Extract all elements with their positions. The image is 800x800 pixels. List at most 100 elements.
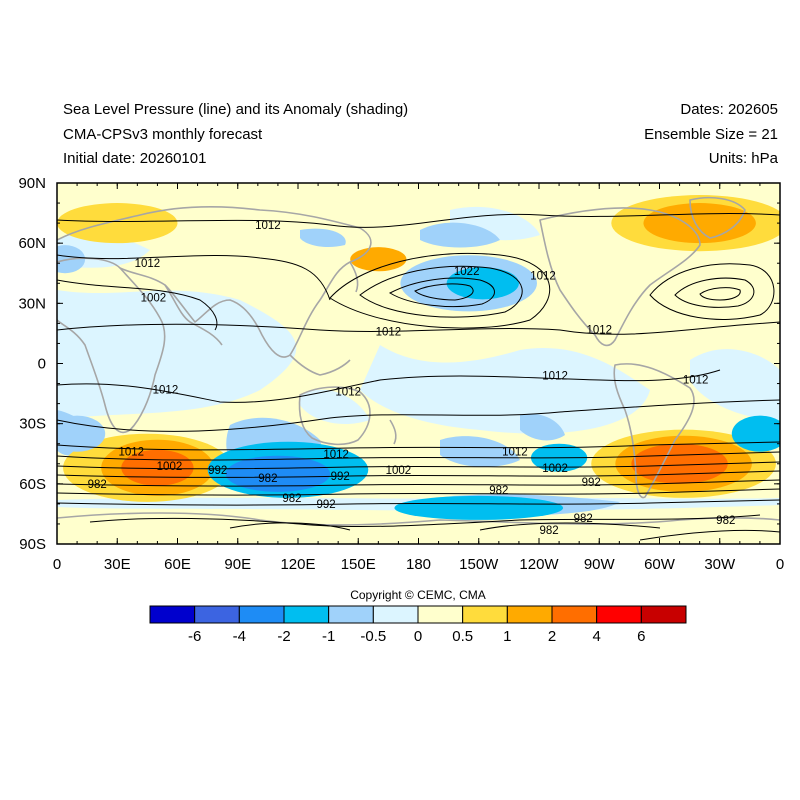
negative-anomaly-region: [394, 495, 564, 520]
contour-label: 1012: [255, 220, 281, 232]
coastline-arabia-india: [164, 284, 223, 346]
colorbar-label: 6: [637, 628, 645, 645]
anomaly-shading-features: [57, 195, 780, 520]
longitude-label: 90E: [224, 556, 251, 573]
contour-label: 982: [574, 513, 593, 525]
contour-label: 992: [208, 465, 227, 477]
contour-label: 1002: [542, 463, 568, 475]
contour-label: 982: [489, 485, 508, 497]
latitude-label: 0: [38, 356, 46, 373]
longitude-labels: 0 30E 60E 90E 120E 150E 180 150W 120W 90W 60W 30W 0: [53, 556, 784, 573]
coastline-south-america: [613, 363, 695, 499]
map-title: Sea Level Pressure (line) and its Anomal…: [63, 101, 409, 118]
model-name: CMA-CPSv3 monthly forecast: [63, 126, 263, 143]
colorbar-swatch: [640, 605, 687, 624]
contour-line: [57, 254, 331, 301]
contour-label: 992: [331, 471, 350, 483]
map-plot-area: 1012 1012 1002 1022 1012 1012 1012 1012 1012 1012…: [57, 183, 780, 544]
contour-line: [57, 441, 780, 451]
latitude-label: 60N: [18, 235, 46, 252]
coastline-north-america: [539, 207, 701, 347]
coastline-new-zealand: [389, 419, 397, 445]
longitude-label: 60E: [164, 556, 191, 573]
contour-line: [57, 279, 218, 331]
contour-label: 1012: [502, 447, 528, 459]
colorbar-labels: -6 -4 -2 -1 -0.5 0 0.5 1 2 4 6: [188, 628, 646, 645]
coastline-japan: [349, 261, 359, 293]
colorbar-label: 0.5: [452, 628, 473, 645]
latitude-label: 90S: [19, 536, 46, 553]
contour-label: 1012: [335, 387, 361, 399]
contour-label: 1012: [542, 371, 568, 383]
contour-line: [57, 451, 780, 461]
contour-line: [414, 283, 474, 301]
contour-line: [57, 461, 780, 470]
contour-label: 1002: [157, 461, 183, 473]
colorbar-label: 0: [414, 628, 422, 645]
colorbar-label: -0.5: [360, 628, 386, 645]
contour-label: 1012: [586, 324, 612, 336]
colorbar-swatch: [596, 605, 642, 624]
colorbar-label: 4: [592, 628, 600, 645]
contour-line: [57, 213, 780, 228]
contour-label: 982: [539, 525, 558, 537]
contour-line: [388, 277, 495, 308]
longitude-label: 30E: [104, 556, 131, 573]
axis-ticks: [56, 182, 781, 545]
colorbar-label: -2: [277, 628, 290, 645]
longitude-label: 120W: [519, 556, 559, 573]
contour-line: [57, 321, 780, 335]
contour-label: 982: [282, 493, 301, 505]
contour-line: [329, 252, 551, 329]
colorbar-swatch: [283, 605, 330, 624]
copyright-notice: Copyright © CEMC, CMA: [350, 588, 486, 602]
colorbar-swatch: [238, 605, 285, 624]
contour-line: [57, 399, 780, 432]
contour-label: 1012: [683, 375, 709, 387]
colorbar-swatch: [462, 605, 508, 624]
latitude-label: 90N: [18, 175, 46, 192]
coastline-greenland: [689, 196, 746, 239]
contour-label: 1012: [530, 270, 556, 282]
latitude-label: 30N: [18, 295, 46, 312]
longitude-label: 150W: [459, 556, 499, 573]
colorbar-swatch: [328, 605, 374, 624]
longitude-label: 0: [776, 556, 784, 573]
contour-label: 1012: [119, 447, 145, 459]
colorbar-swatch: [194, 605, 240, 624]
contour-line: [57, 369, 721, 403]
contour-label: 1002: [386, 465, 412, 477]
initial-date: Initial date: 20260101: [63, 150, 207, 167]
longitude-label: 150E: [341, 556, 376, 573]
colorbar-label: -4: [233, 628, 246, 645]
contour-labels: 1012 1012 1002 1022 1012 1012 1012 1012 1012 1012…: [88, 220, 736, 537]
positive-anomaly-region: [643, 203, 756, 244]
colorbar-swatch: [551, 605, 598, 624]
contour-label: 1022: [454, 266, 480, 278]
contour-line: [699, 287, 741, 301]
contour-line: [89, 514, 761, 528]
colorbar-label: -6: [188, 628, 201, 645]
contour-label: 992: [317, 499, 336, 511]
units-label: Units: hPa: [708, 150, 778, 167]
colorbar-label: 1: [503, 628, 511, 645]
positive-anomaly-region: [57, 203, 178, 244]
negative-anomaly-region: [225, 455, 331, 492]
colorbar-swatch: [417, 605, 464, 624]
longitude-label: 90W: [584, 556, 616, 573]
latitude-label: 30S: [19, 416, 46, 433]
longitude-label: 0: [53, 556, 61, 573]
contour-label: 1012: [135, 258, 161, 270]
latitude-labels: 90N 60N 30N 0 30S 60S 90S: [18, 175, 46, 553]
slp-contours: [57, 213, 780, 541]
negative-anomaly-region: [57, 415, 106, 452]
negative-anomaly-region: [446, 267, 519, 300]
latitude-label: 60S: [19, 476, 46, 493]
colorbar-label: -1: [322, 628, 335, 645]
contour-line: [229, 522, 351, 531]
contour-line: [57, 470, 780, 478]
contour-label: 982: [258, 473, 277, 485]
contour-label: 1012: [153, 385, 179, 397]
contour-label: 1012: [376, 326, 402, 338]
